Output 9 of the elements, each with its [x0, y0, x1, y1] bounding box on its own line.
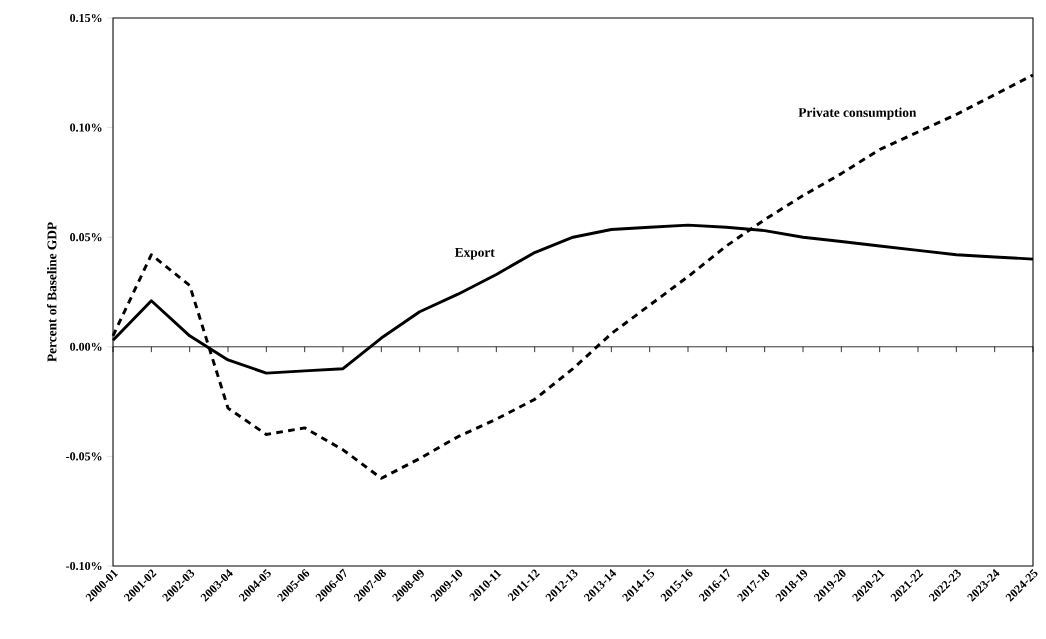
y-tick-label: 0.15% — [70, 13, 102, 23]
y-tick-label: 0.00% — [70, 342, 102, 351]
y-tick-label: 0.05% — [70, 233, 102, 242]
y-tick-label: -0.05% — [66, 452, 102, 461]
y-tick-label: -0.10% — [66, 561, 102, 571]
y-axis-title: Percent of Baseline GDP — [46, 222, 57, 362]
series-label: Private consumption — [798, 107, 917, 120]
series-label: Export — [454, 247, 495, 260]
y-tick-label: 0.10% — [70, 123, 102, 132]
